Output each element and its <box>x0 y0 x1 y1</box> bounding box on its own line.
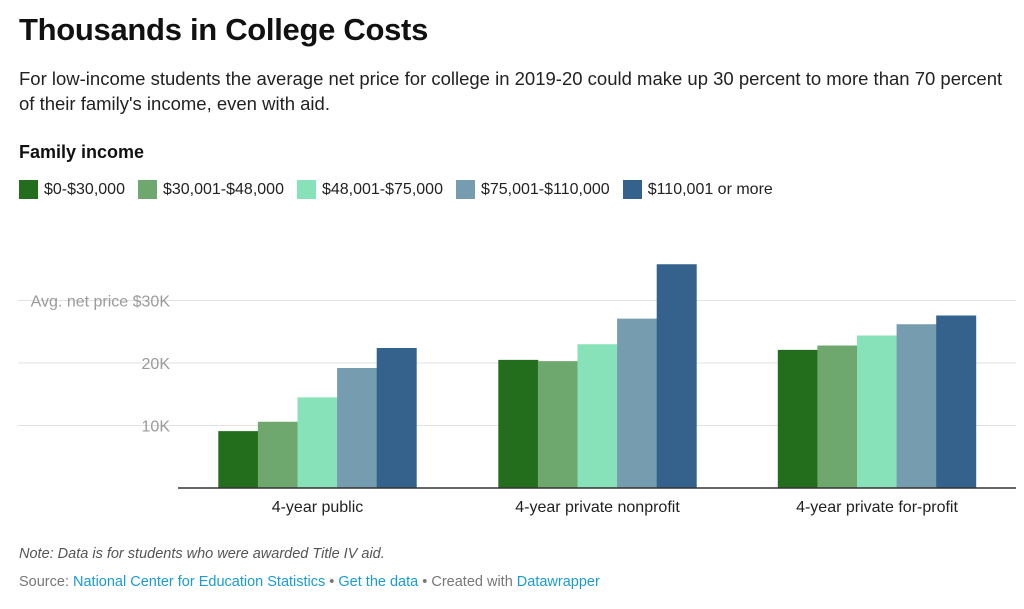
y-tick-label: 20K <box>142 356 171 373</box>
legend-item: $110,001 or more <box>622 180 773 199</box>
legend-label: $30,001-$48,000 <box>162 180 284 198</box>
chart-note: Note: Data is for students who were awar… <box>19 546 385 562</box>
legend-label: $75,001-$110,000 <box>480 180 610 198</box>
bar <box>896 324 937 488</box>
legend-swatch <box>622 180 642 199</box>
legend-swatch <box>19 180 38 199</box>
datawrapper-link[interactable]: Datawrapper <box>516 574 600 590</box>
bar <box>577 344 618 488</box>
bar <box>617 318 658 488</box>
legend-swatch <box>137 180 157 199</box>
legend-title: Family income <box>19 142 145 162</box>
bar <box>297 397 338 488</box>
legend: $0-$30,000 $30,001-$48,000 $48,001-$75,0… <box>19 180 786 199</box>
y-tick-label: Avg. net price $30K <box>31 294 171 311</box>
legend-label: $48,001-$75,000 <box>321 180 443 198</box>
bar <box>337 368 378 488</box>
footer-separator: • <box>418 574 432 590</box>
get-data-link[interactable]: Get the data <box>338 574 419 590</box>
bar <box>857 335 897 488</box>
chart-subtitle: For low-income students the average net … <box>19 68 1003 114</box>
legend-swatch <box>455 180 475 199</box>
bar <box>817 345 858 488</box>
chart-footer: Source: National Center for Education St… <box>19 574 600 590</box>
x-category-label: 4-year public <box>272 499 364 516</box>
legend-item: $48,001-$75,000 <box>296 180 443 199</box>
source-link[interactable]: National Center for Education Statistics <box>73 574 326 590</box>
source-prefix: Source: <box>19 574 73 590</box>
chart-title: Thousands in College Costs <box>19 12 429 47</box>
bar <box>537 361 578 488</box>
legend-item: $0-$30,000 <box>19 180 125 199</box>
legend-swatch <box>296 180 316 199</box>
x-category-label: 4-year private nonprofit <box>515 499 680 516</box>
footer-separator: • <box>325 574 339 590</box>
legend-label: $0-$30,000 <box>44 180 125 198</box>
bar <box>936 315 977 488</box>
bar <box>218 431 259 488</box>
legend-label: $110,001 or more <box>647 180 773 198</box>
created-with-text: Created with <box>431 574 517 590</box>
x-category-label: 4-year private for-profit <box>796 499 958 516</box>
bar-chart: 10K 20K Avg. net price $30K 4-year public 4-… <box>18 264 1016 516</box>
bar <box>777 349 818 488</box>
y-tick-label: 10K <box>142 419 171 436</box>
bar <box>376 348 417 488</box>
bar <box>498 359 539 488</box>
legend-item: $75,001-$110,000 <box>455 180 610 199</box>
bar <box>656 264 697 488</box>
bar <box>257 421 298 488</box>
legend-item: $30,001-$48,000 <box>137 180 284 199</box>
